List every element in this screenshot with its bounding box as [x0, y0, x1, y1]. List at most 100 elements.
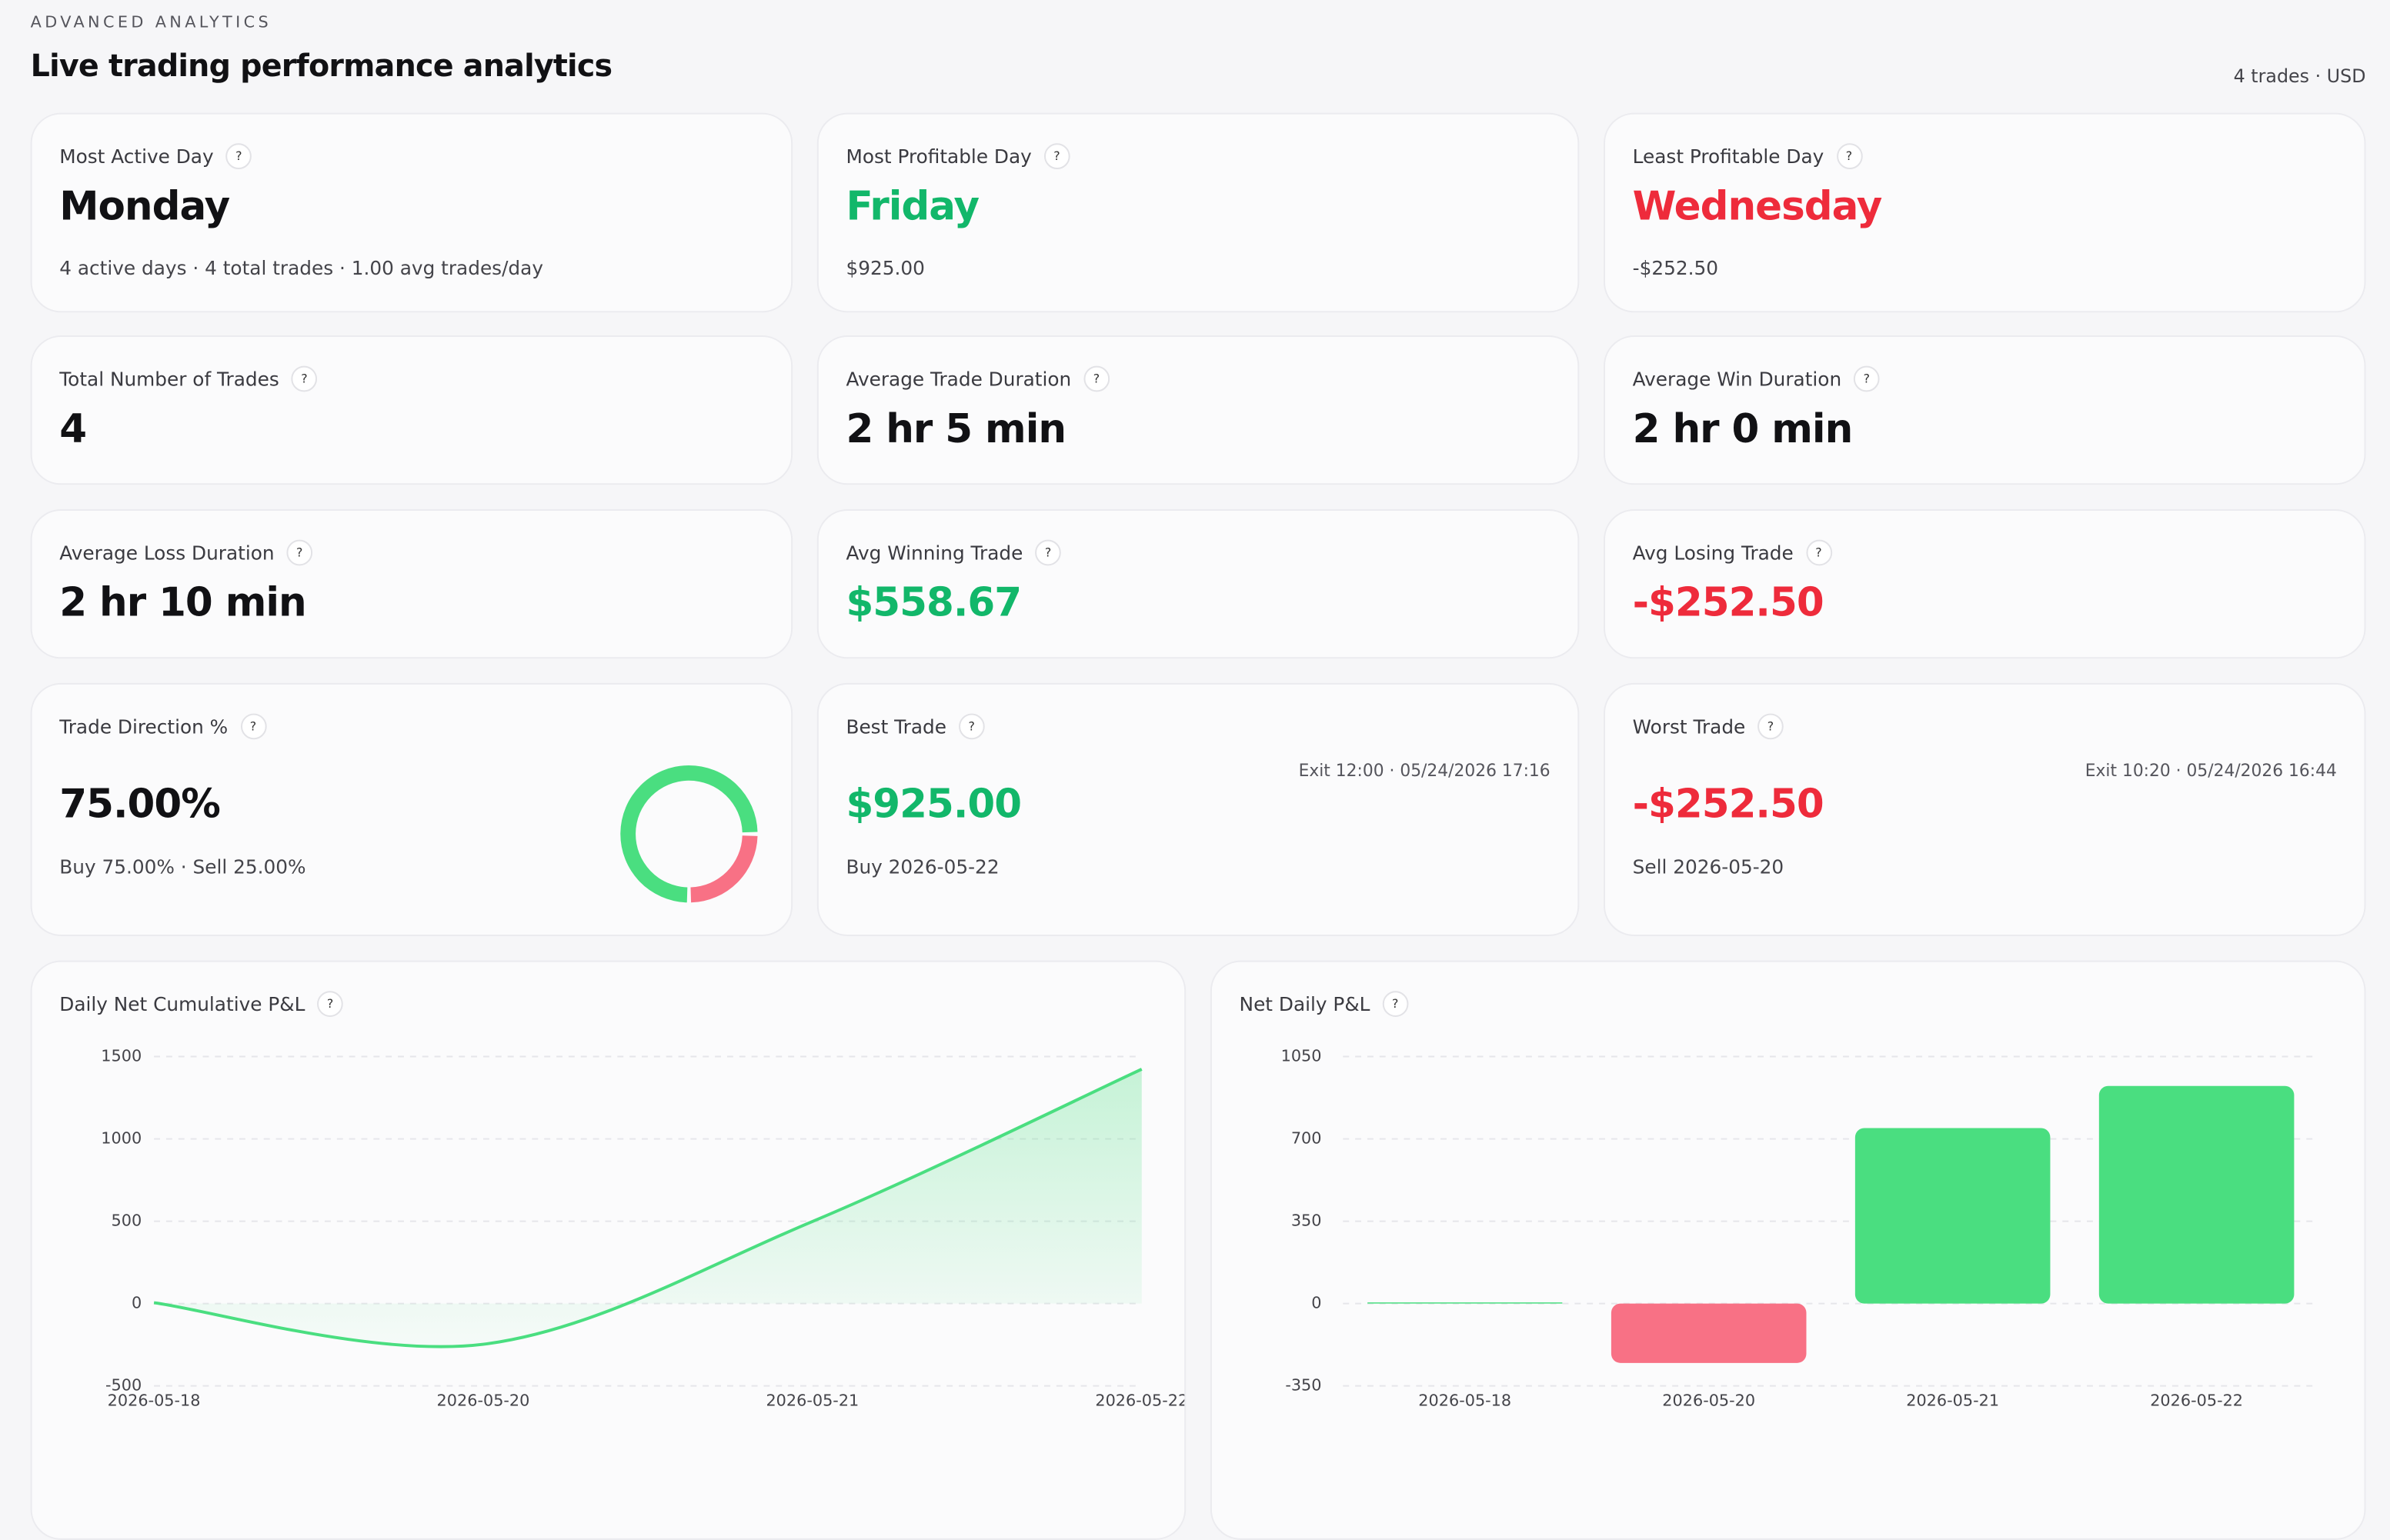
label-text: Avg Winning Trade: [846, 541, 1023, 565]
help-icon[interactable]: ?: [1382, 991, 1409, 1017]
card-label: Total Number of Trades?: [59, 365, 318, 392]
card-sub: $925.00: [846, 255, 925, 279]
meta: 4 trades · USD: [2233, 65, 2366, 87]
card-label: Most Active Day?: [59, 143, 252, 170]
stat-card: Best Trade? $925.00 Buy 2026-05-22 Exit 12:…: [816, 682, 1580, 936]
stat-card: Average Trade Duration? 2 hr 5 min: [816, 335, 1580, 485]
label-text: Avg Losing Trade: [1632, 541, 1794, 565]
card-value: Wednesday: [1632, 184, 1883, 231]
help-icon[interactable]: ?: [1805, 539, 1832, 566]
bar: [1367, 1302, 1563, 1304]
help-icon[interactable]: ?: [1757, 713, 1784, 740]
label-text: Average Loss Duration: [59, 541, 275, 565]
x-tick-label: 2026-05-21: [766, 1391, 859, 1409]
label-text: Least Profitable Day: [1632, 145, 1824, 168]
card-value: 75.00%: [59, 782, 221, 828]
chart-title: Daily Net Cumulative P&L?: [59, 991, 343, 1017]
page: Advanced Analytics {"header":{"kicker":"…: [30, 13, 2366, 1540]
y-tick-label: 700: [1291, 1129, 1322, 1148]
card-label: Average Win Duration?: [1632, 365, 1880, 392]
kicker: ADVANCED ANALYTICS: [30, 13, 272, 32]
line: [153, 1068, 1143, 1348]
stat-card: Average Loss Duration? 2 hr 10 min: [30, 508, 793, 659]
card-label: Most Profitable Day?: [846, 143, 1070, 170]
title-text: Daily Net Cumulative P&L: [59, 992, 305, 1016]
card-value: $925.00: [846, 782, 1022, 828]
x-tick-label: 2026-05-22: [2150, 1391, 2243, 1409]
x-tick-label: 2026-05-21: [1906, 1391, 1999, 1409]
y-tick-label: -500: [105, 1376, 142, 1395]
title-text: Net Daily P&L: [1239, 992, 1370, 1016]
chart: -350 0 350 700 1050 2026-05-18 2026-05-20 2026-…: [1281, 1047, 2319, 1409]
x-tick-label: 2026-05-18: [108, 1391, 201, 1409]
y-tick-label: 350: [1291, 1212, 1322, 1230]
label-text: Average Trade Duration: [846, 367, 1072, 391]
help-icon[interactable]: ?: [286, 539, 313, 566]
chart-title: Net Daily P&L?: [1239, 991, 1409, 1017]
card-note: Exit 12:00 · 05/24/2026 17:16: [1298, 761, 1550, 781]
y-tick-label: 0: [132, 1294, 142, 1312]
card-label: Trade Direction %?: [59, 713, 266, 740]
card-note: Exit 10:20 · 05/24/2026 16:44: [2085, 761, 2337, 781]
stat-card: Worst Trade? -$252.50 Sell 2026-05-20 Exit …: [1604, 682, 2366, 936]
label-text: Average Win Duration: [1632, 367, 1842, 391]
card-value: $558.67: [846, 581, 1022, 627]
card-sub: Buy 75.00% · Sell 25.00%: [59, 855, 306, 878]
help-icon[interactable]: ?: [317, 991, 343, 1017]
y-tick-label: 0: [1311, 1294, 1321, 1312]
bar: [2098, 1085, 2295, 1304]
label-text: Most Active Day: [59, 145, 214, 168]
stat-card: Avg Losing Trade? -$252.50: [1604, 508, 2366, 659]
page-title: Live trading performance analytics: [30, 47, 613, 85]
label-text: Most Profitable Day: [846, 145, 1032, 168]
help-icon[interactable]: ?: [1083, 365, 1110, 392]
card-label: Average Trade Duration?: [846, 365, 1110, 392]
donut: [620, 765, 758, 903]
chart-card: Daily Net Cumulative P&L? -500 0 500 1000 150…: [30, 960, 1187, 1540]
stat-card: Avg Winning Trade? $558.67: [816, 508, 1580, 659]
help-icon[interactable]: ?: [1854, 365, 1880, 392]
stat-card: Average Win Duration? 2 hr 0 min: [1604, 335, 2366, 485]
help-icon[interactable]: ?: [291, 365, 318, 392]
y-tick-label: 1500: [101, 1047, 142, 1065]
card-label: Average Loss Duration?: [59, 539, 313, 566]
card-sub: -$252.50: [1632, 255, 1718, 279]
x-tick-label: 2026-05-22: [1095, 1391, 1186, 1409]
help-icon[interactable]: ?: [958, 713, 985, 740]
y-tick-label: 1050: [1281, 1047, 1322, 1065]
bar: [1854, 1128, 2051, 1304]
help-icon[interactable]: ?: [1836, 143, 1862, 170]
stat-card: Most Profitable Day? Friday $925.00: [816, 112, 1580, 313]
card-sub: Sell 2026-05-20: [1632, 855, 1784, 878]
x-tick-label: 2026-05-20: [1662, 1391, 1755, 1409]
card-label: Best Trade?: [846, 713, 985, 740]
chart: -500 0 500 1000 1500 2026-05-18 2026-05-20 2026…: [101, 1047, 1186, 1410]
y-tick-label: -350: [1285, 1376, 1321, 1395]
stat-card: Most Active Day? Monday 4 active days · 4 …: [30, 112, 793, 313]
card-sub: Buy 2026-05-22: [846, 855, 1000, 878]
card-label: Avg Losing Trade?: [1632, 539, 1832, 566]
card-value: 4: [59, 407, 87, 453]
card-label: Least Profitable Day?: [1632, 143, 1862, 170]
card-value: 2 hr 10 min: [59, 581, 306, 627]
card-value: Friday: [846, 184, 980, 231]
bar: [1611, 1303, 1807, 1363]
card-label: Avg Winning Trade?: [846, 539, 1061, 566]
card-value: Monday: [59, 184, 230, 231]
stat-card: Least Profitable Day? Wednesday -$252.50: [1604, 112, 2366, 313]
x-tick-label: 2026-05-18: [1418, 1391, 1511, 1409]
y-tick-label: 1000: [101, 1129, 142, 1148]
help-icon[interactable]: ?: [240, 713, 266, 740]
label-text: Total Number of Trades: [59, 367, 279, 391]
stat-card: Trade Direction %? 75.00% Buy 75.00% · Sel…: [30, 682, 793, 936]
card-value: 2 hr 5 min: [846, 407, 1066, 453]
card-label: Worst Trade?: [1632, 713, 1784, 740]
help-icon[interactable]: ?: [225, 143, 252, 170]
help-icon[interactable]: ?: [1035, 539, 1061, 566]
y-tick-label: 500: [112, 1212, 142, 1230]
donut-segment: [690, 835, 758, 903]
label-text: Best Trade: [846, 715, 946, 738]
label-text: Worst Trade: [1632, 715, 1746, 738]
body: ADVANCED ANALYTICS Live trading performa…: [30, 13, 2366, 1540]
help-icon[interactable]: ?: [1043, 143, 1070, 170]
